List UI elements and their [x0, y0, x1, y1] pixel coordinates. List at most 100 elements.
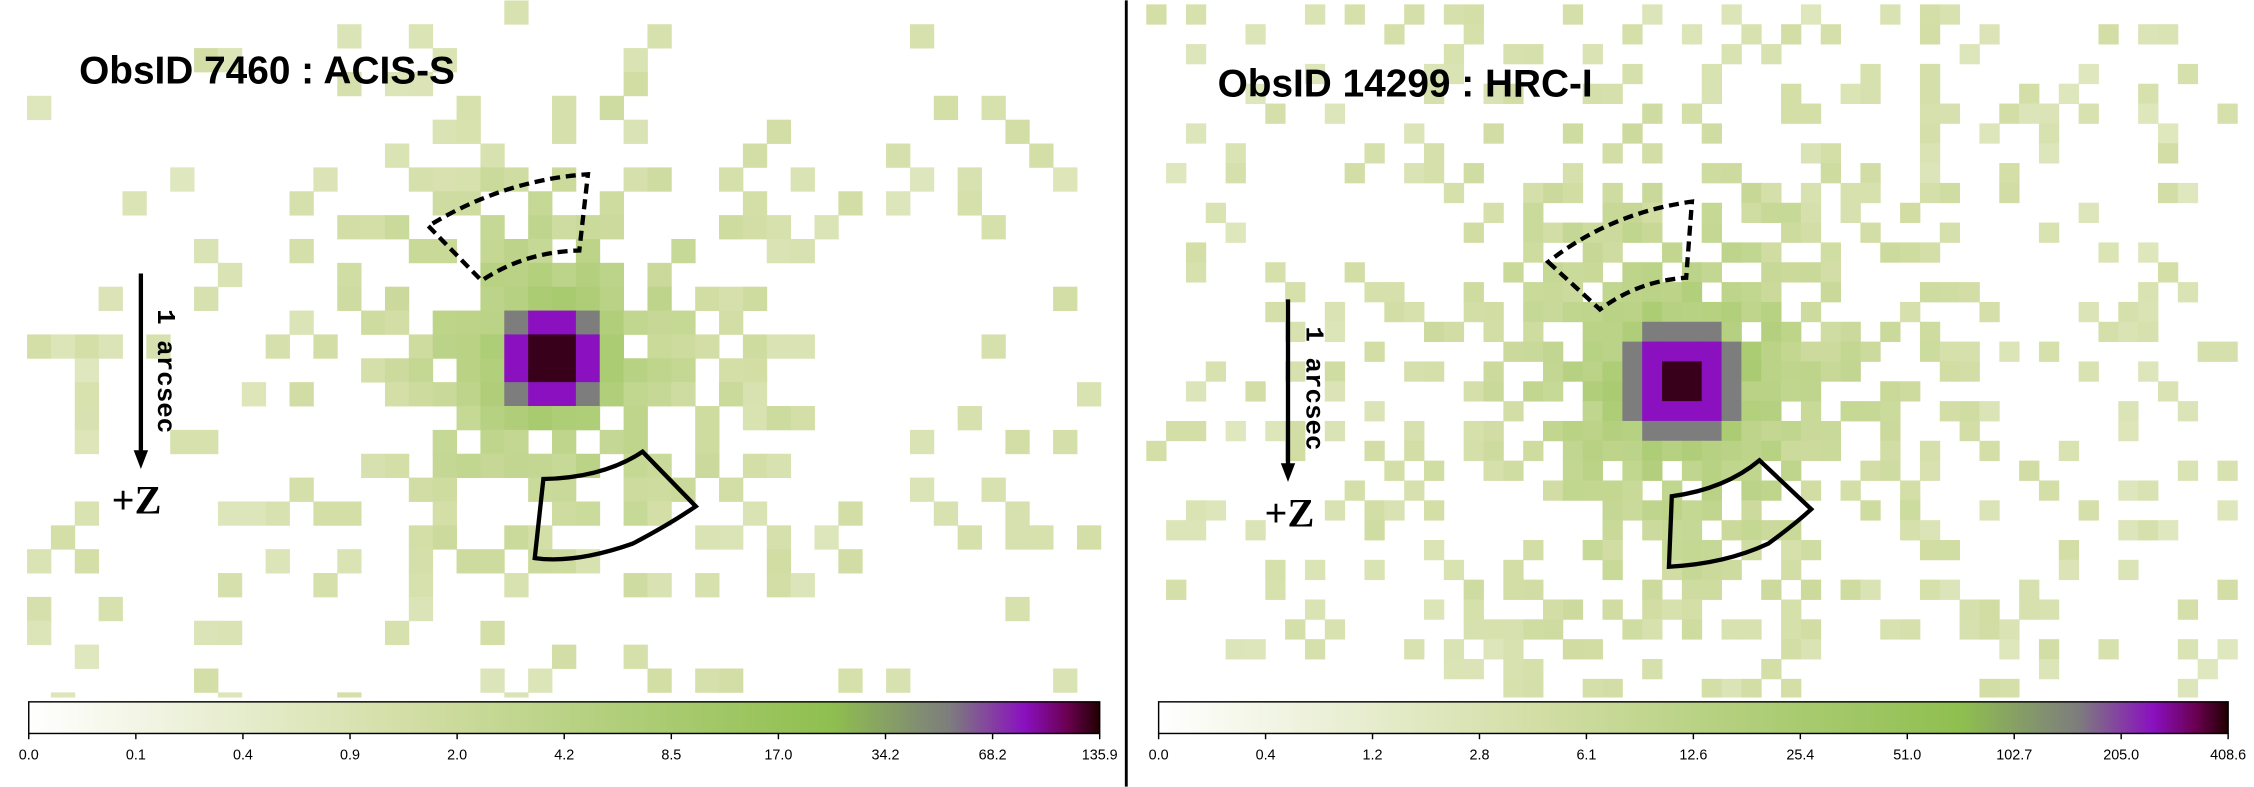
pixel	[1820, 163, 1842, 184]
tick-label: 2.0	[447, 747, 467, 763]
pixel	[1880, 460, 1901, 481]
pixel	[1642, 182, 1663, 204]
pixel	[2118, 520, 2139, 541]
pixel	[1304, 63, 1326, 85]
pixel	[766, 453, 792, 479]
pixel	[1582, 678, 1603, 698]
pixel	[1642, 500, 1663, 521]
pixel	[2217, 103, 2238, 124]
pixel	[504, 453, 529, 479]
pixel	[1681, 381, 1703, 402]
pixel	[1225, 163, 1246, 184]
pixel	[1523, 440, 1544, 462]
pixel	[1602, 480, 1623, 501]
pixel	[432, 501, 457, 526]
pixel	[2058, 83, 2080, 104]
pixel	[933, 95, 959, 121]
pixel	[408, 334, 434, 359]
pixel	[647, 573, 672, 598]
pixel	[623, 48, 648, 73]
pixel	[1185, 123, 1207, 144]
pixel	[1919, 103, 1941, 124]
pixel	[361, 310, 386, 335]
pixel	[1840, 83, 1861, 104]
pixel	[27, 596, 52, 622]
pixel	[552, 286, 577, 311]
panel-title: ObsID 14299 : HRC-I	[1218, 63, 1593, 106]
pixel	[289, 191, 314, 216]
pixel	[1443, 321, 1465, 343]
pixel	[1443, 44, 1465, 65]
pixel	[1800, 222, 1822, 243]
pixel	[2038, 103, 2060, 124]
pixel	[1781, 639, 1802, 660]
pixel	[1761, 301, 1782, 323]
pixel	[1800, 182, 1822, 204]
pixel	[1324, 420, 1346, 442]
pixel	[2118, 559, 2139, 581]
pixel	[1900, 202, 1921, 224]
pixel	[1800, 619, 1822, 640]
pixel	[1076, 525, 1102, 550]
pixel	[1761, 420, 1782, 442]
pixel	[1781, 361, 1802, 382]
pixel	[790, 406, 815, 431]
pixel	[504, 525, 529, 550]
pixel	[1979, 500, 2000, 521]
pixel	[552, 262, 577, 288]
pixel	[1979, 401, 2000, 422]
pixel	[480, 238, 505, 264]
pixel	[766, 549, 792, 574]
pixel	[742, 143, 768, 168]
pixel	[719, 382, 744, 407]
tick-label: 135.9	[1082, 747, 1118, 763]
pixel	[194, 48, 219, 73]
pixel	[742, 453, 768, 479]
pixel	[1662, 401, 1683, 422]
pixel	[1582, 341, 1603, 362]
pixel	[1622, 480, 1643, 501]
pixel	[1423, 83, 1445, 104]
pixel	[1582, 222, 1603, 243]
pixel	[1622, 500, 1643, 521]
pixel	[2038, 341, 2060, 362]
pixel	[1701, 361, 1722, 382]
pixel	[1344, 480, 1365, 501]
pixel	[1781, 381, 1802, 402]
pixel	[1602, 202, 1623, 224]
pixel	[1781, 202, 1802, 224]
pixel	[408, 525, 434, 550]
pixel	[1761, 182, 1782, 204]
pixel	[1384, 24, 1405, 45]
pixel	[1324, 500, 1346, 521]
pixel	[146, 334, 171, 359]
pixel	[1959, 282, 1980, 303]
pixel	[647, 382, 672, 407]
pixel	[719, 310, 744, 335]
pixel	[623, 167, 648, 192]
pixel	[599, 334, 625, 359]
pixel	[384, 453, 410, 479]
pixel	[1562, 222, 1584, 243]
tick-label: 25.4	[1786, 747, 1814, 763]
pixel	[1781, 262, 1802, 283]
pixel	[1225, 143, 1246, 164]
pixel	[1840, 579, 1861, 600]
pixel	[1840, 321, 1861, 343]
pixel	[194, 238, 219, 264]
pixel	[1483, 361, 1504, 382]
pixel	[1781, 222, 1802, 243]
pixel	[1523, 301, 1544, 323]
pixel	[1265, 103, 1286, 124]
pixel	[1642, 420, 1663, 442]
pixel	[1582, 420, 1603, 442]
pixel	[1919, 282, 1941, 303]
pixel	[1761, 321, 1782, 343]
pixel	[1523, 321, 1544, 343]
pixel	[1285, 282, 1306, 303]
pixel	[1860, 500, 1881, 521]
pixel	[217, 620, 243, 646]
pixel	[1543, 381, 1564, 402]
pixel	[2177, 401, 2199, 422]
pixel	[1721, 361, 1742, 382]
